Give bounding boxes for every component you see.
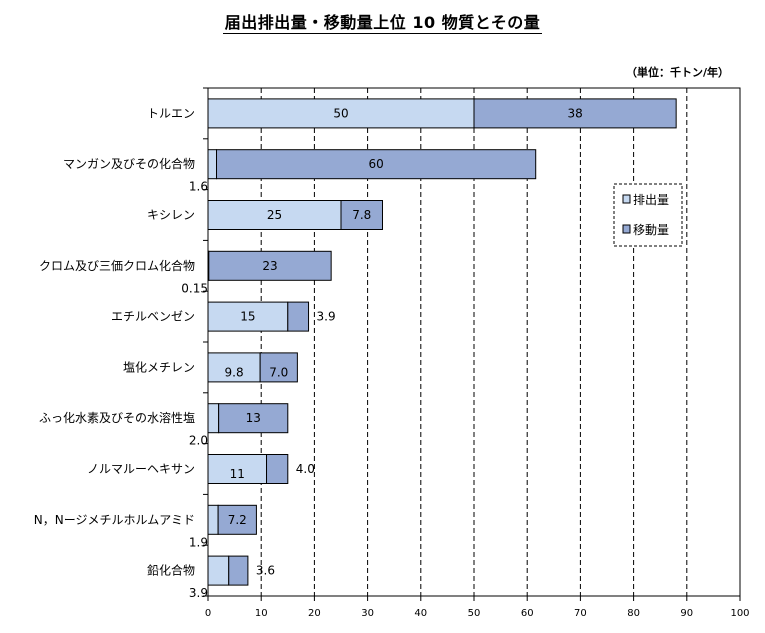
bar-transfer xyxy=(217,504,257,535)
bar-emission xyxy=(207,403,220,434)
bar-transfer xyxy=(218,403,289,434)
x-tick-label: 40 xyxy=(414,608,427,619)
legend-label: 排出量 xyxy=(633,193,669,207)
data-label-transfer: 23 xyxy=(262,259,277,273)
data-label-emission: 0.15 xyxy=(181,281,208,295)
bar-emission xyxy=(207,149,218,180)
bar-emission xyxy=(207,504,219,535)
data-label-transfer: 38 xyxy=(567,106,582,120)
data-label-transfer: 13 xyxy=(246,411,261,425)
data-label-transfer: 7.2 xyxy=(228,513,247,527)
category-label: ふっ化水素及びその水溶性塩 xyxy=(39,410,195,425)
x-tick-label: 70 xyxy=(574,608,587,619)
legend-swatch xyxy=(622,194,631,204)
legend-box xyxy=(613,183,683,247)
data-label-transfer: 3.9 xyxy=(317,310,336,324)
data-label-emission: 1.6 xyxy=(189,180,208,194)
legend-swatch xyxy=(622,224,631,234)
data-label-emission: 9.8 xyxy=(225,365,244,379)
category-label: 塩化メチレン xyxy=(123,359,195,374)
x-tick-label: 20 xyxy=(308,608,321,619)
bar-transfer xyxy=(208,250,332,281)
chart-title-text: 届出排出量・移動量上位 10 物質とその量 xyxy=(222,13,543,34)
data-label-emission: 2.0 xyxy=(189,434,208,448)
legend-label: 移動量 xyxy=(633,223,669,237)
axes: 0 10 20 30 40 50 60 70 80 90 100 トルエンマンガン及びその化合物キシレ… xyxy=(34,87,750,619)
x-tick-label: 90 xyxy=(680,608,693,619)
data-label-transfer: 60 xyxy=(368,157,383,171)
category-label: ノルマルーヘキサン xyxy=(87,462,195,476)
x-tick-label: 50 xyxy=(468,608,481,619)
data-label-transfer: 3.6 xyxy=(256,564,275,578)
data-label-transfer: 4.0 xyxy=(296,462,315,476)
category-label: N，Nージメチルホルムアミド xyxy=(34,513,195,527)
data-label-emission: 3.9 xyxy=(189,586,208,600)
bars: 50 38 1.6 60 25 7.8 0.15 23 15 3.9 9.8 7.0 2.0 13 11 4.… xyxy=(181,98,677,600)
x-tick-label: 10 xyxy=(255,608,268,619)
category-label: 鉛化合物 xyxy=(147,563,195,578)
category-label: クロム及び三価クロム化合物 xyxy=(39,258,195,273)
bar-transfer xyxy=(473,98,677,129)
data-label-emission: 25 xyxy=(267,208,282,222)
x-tick-label: 30 xyxy=(361,608,374,619)
bar-transfer xyxy=(216,149,537,180)
unit-label: （単位：千トン/年） xyxy=(625,66,729,79)
x-tick-label: 100 xyxy=(730,608,749,619)
data-label-emission: 50 xyxy=(333,106,348,120)
bar-emission xyxy=(207,555,230,586)
category-label: キシレン xyxy=(147,208,195,222)
data-label-transfer: 7.8 xyxy=(352,208,371,222)
category-label: エチルベンゼン xyxy=(111,310,195,324)
bar-emission xyxy=(207,352,261,383)
x-tick-label: 80 xyxy=(627,608,640,619)
bar-transfer xyxy=(228,555,249,586)
chart-title: 届出排出量・移動量上位 10 物質とその量 xyxy=(0,9,765,34)
data-label-emission: 1.9 xyxy=(189,535,208,549)
x-tick-label: 0 xyxy=(205,608,211,619)
bar-transfer xyxy=(287,301,310,332)
category-label: トルエン xyxy=(147,106,195,120)
bar-emission xyxy=(207,200,342,230)
bar-transfer xyxy=(266,454,289,484)
bar-transfer xyxy=(340,200,383,230)
bar-transfer xyxy=(259,352,298,383)
category-label: マンガン及びその化合物 xyxy=(63,156,195,171)
data-label-emission: 15 xyxy=(240,310,255,324)
x-tick-label: 60 xyxy=(521,608,534,619)
data-label-transfer: 7.0 xyxy=(269,365,288,379)
data-label-emission: 11 xyxy=(230,467,245,481)
